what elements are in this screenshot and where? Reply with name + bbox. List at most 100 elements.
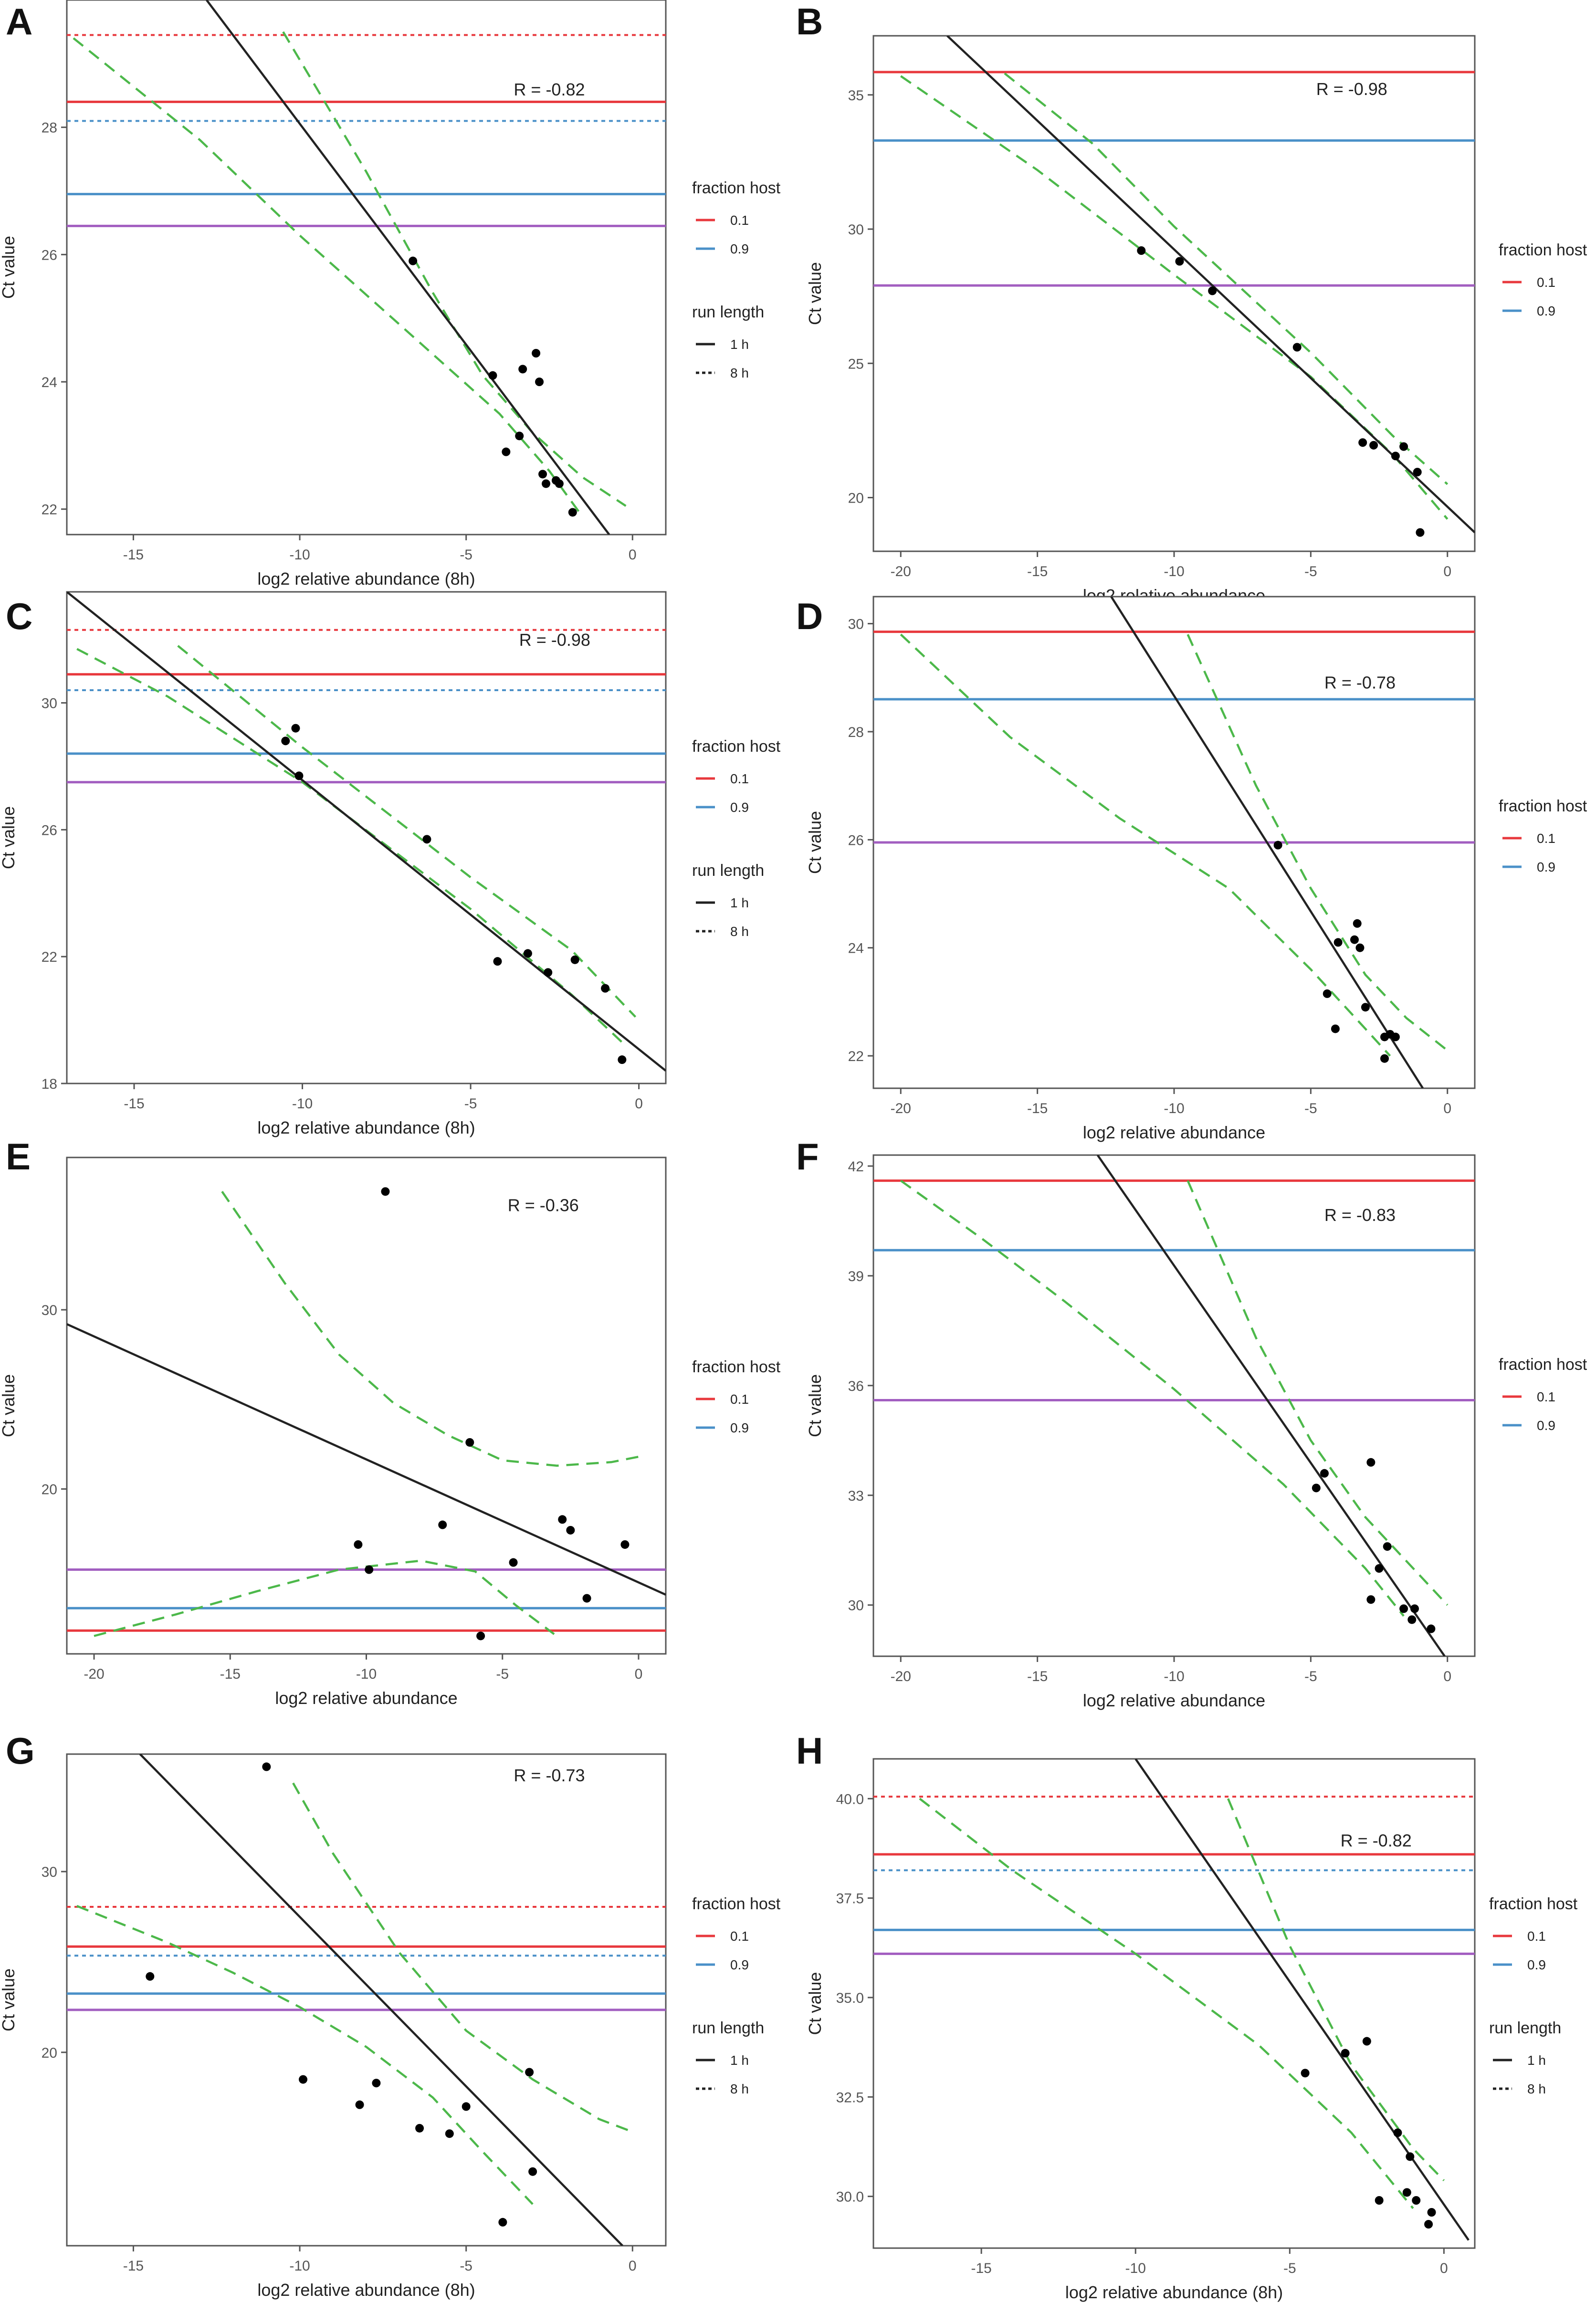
panel-label: B <box>796 0 823 42</box>
x-tick-label: -15 <box>971 2261 991 2276</box>
panel-c: C R = -0.98 -15 -10 -5 0 18 22 26 30 log2 relative… <box>0 591 781 1137</box>
legend-title-fraction-host: fraction host <box>692 179 781 197</box>
x-tick-label: -5 <box>1304 564 1317 579</box>
x-tick-label: -10 <box>1164 564 1184 579</box>
data-point <box>518 365 527 374</box>
legend-item: 8 h <box>1527 2082 1546 2096</box>
legend-item: 1 h <box>730 2053 749 2068</box>
x-tick-label: -20 <box>84 1666 104 1682</box>
x-tick-label: 0 <box>635 1666 643 1682</box>
x-tick-label: -15 <box>123 547 144 563</box>
panel-label: A <box>6 0 32 42</box>
data-point <box>601 984 610 993</box>
legend-title-fraction-host: fraction host <box>1499 797 1587 815</box>
legend-item: 0.1 <box>730 1929 749 1944</box>
panel-label: E <box>6 1136 31 1178</box>
legend: fraction host 0.1 0.9 run length 1 h 8 h <box>692 179 781 380</box>
data-point <box>291 724 300 733</box>
legend-item: 8 h <box>730 2082 749 2096</box>
data-point <box>570 955 579 964</box>
y-tick-label: 22 <box>42 502 57 518</box>
data-point <box>1393 2128 1402 2137</box>
y-tick-label: 20 <box>42 2045 57 2061</box>
panel-label: F <box>796 1136 819 1178</box>
correlation-annotation: R = -0.82 <box>1341 1830 1412 1850</box>
data-point <box>538 470 547 479</box>
ci-upper-band <box>1227 1798 1445 2181</box>
legend-title-run-length: run length <box>692 303 764 321</box>
data-point <box>372 2079 381 2088</box>
data-point <box>381 1187 390 1196</box>
panel-label: G <box>6 1730 35 1772</box>
data-point <box>1402 2188 1411 2197</box>
plot-area <box>66 1157 667 1655</box>
y-tick-label: 40.0 <box>836 1791 864 1807</box>
y-axis-title: Ct value <box>0 1968 18 2031</box>
y-tick-label: 30 <box>42 1864 57 1880</box>
ci-lower-band <box>76 1905 534 2205</box>
x-axis-title: log2 relative abundance (8h) <box>257 569 475 589</box>
y-axis-title: Ct value <box>805 262 825 325</box>
ci-upper-band <box>1186 634 1449 1052</box>
plot-content <box>67 0 666 535</box>
y-tick-label: 26 <box>848 832 864 848</box>
ci-upper-band <box>282 31 627 507</box>
data-point <box>1175 257 1184 266</box>
data-point <box>438 1520 447 1529</box>
data-point <box>1416 528 1425 537</box>
data-point <box>502 447 511 456</box>
data-point <box>582 1594 591 1603</box>
x-tick-label: -20 <box>891 1669 911 1684</box>
plot-area <box>66 591 667 1084</box>
legend-item: 0.9 <box>1537 860 1555 874</box>
data-point <box>1391 452 1400 461</box>
x-axis-title: log2 relative abundance <box>1083 1691 1265 1710</box>
panel-label: C <box>6 595 32 637</box>
x-tick-label: 0 <box>629 547 637 563</box>
x-axis-title: log2 relative abundance (8h) <box>257 2280 475 2300</box>
x-tick-label: -20 <box>891 564 911 579</box>
plot-content <box>873 36 1475 537</box>
data-point <box>618 1055 627 1064</box>
x-tick-label: -5 <box>1304 1669 1317 1684</box>
regression-line <box>946 36 1475 534</box>
data-point <box>544 968 553 977</box>
ci-lower-band <box>76 648 623 1043</box>
regression-line <box>206 0 610 535</box>
correlation-annotation: R = -0.83 <box>1324 1205 1396 1225</box>
data-point <box>1355 943 1365 952</box>
data-point <box>515 431 524 441</box>
x-tick-label: 0 <box>1443 564 1451 579</box>
ci-upper-band <box>221 1191 639 1467</box>
data-point <box>1350 935 1359 944</box>
data-point <box>532 349 541 358</box>
legend: fraction host 0.1 0.9 run length 1 h 8 h <box>1489 1895 1578 2096</box>
data-point <box>1312 1483 1321 1493</box>
correlation-annotation: R = -0.78 <box>1324 673 1396 692</box>
data-point <box>1427 2208 1436 2217</box>
x-tick-label: -5 <box>1283 2261 1296 2276</box>
y-axis-title: Ct value <box>805 811 825 874</box>
x-tick-label: -20 <box>891 1101 911 1116</box>
legend: fraction host 0.1 0.9 <box>692 1358 781 1435</box>
y-tick-label: 36 <box>848 1378 864 1394</box>
data-point <box>1380 1054 1389 1063</box>
regression-line <box>139 1754 623 2246</box>
plot-content <box>67 592 666 1072</box>
data-point <box>354 1540 363 1549</box>
plot-content <box>67 1754 666 2246</box>
data-point <box>1413 468 1422 477</box>
legend: fraction host 0.1 0.9 run length 1 h 8 h <box>692 737 781 939</box>
y-axis-title: Ct value <box>805 1374 825 1437</box>
legend-title-fraction-host: fraction host <box>1489 1895 1578 1913</box>
legend-item: 0.9 <box>1537 1418 1555 1433</box>
legend-item: 0.1 <box>730 771 749 786</box>
plot-area <box>66 0 667 536</box>
y-tick-label: 26 <box>42 247 57 263</box>
ci-upper-band <box>292 1782 633 2133</box>
panel-a: A R = -0.82 -15 -10 -5 0 22 24 26 28 log2 relative… <box>0 0 781 589</box>
legend-title-fraction-host: fraction host <box>1499 1356 1587 1374</box>
y-tick-label: 28 <box>42 120 57 136</box>
x-tick-label: -15 <box>220 1666 241 1682</box>
